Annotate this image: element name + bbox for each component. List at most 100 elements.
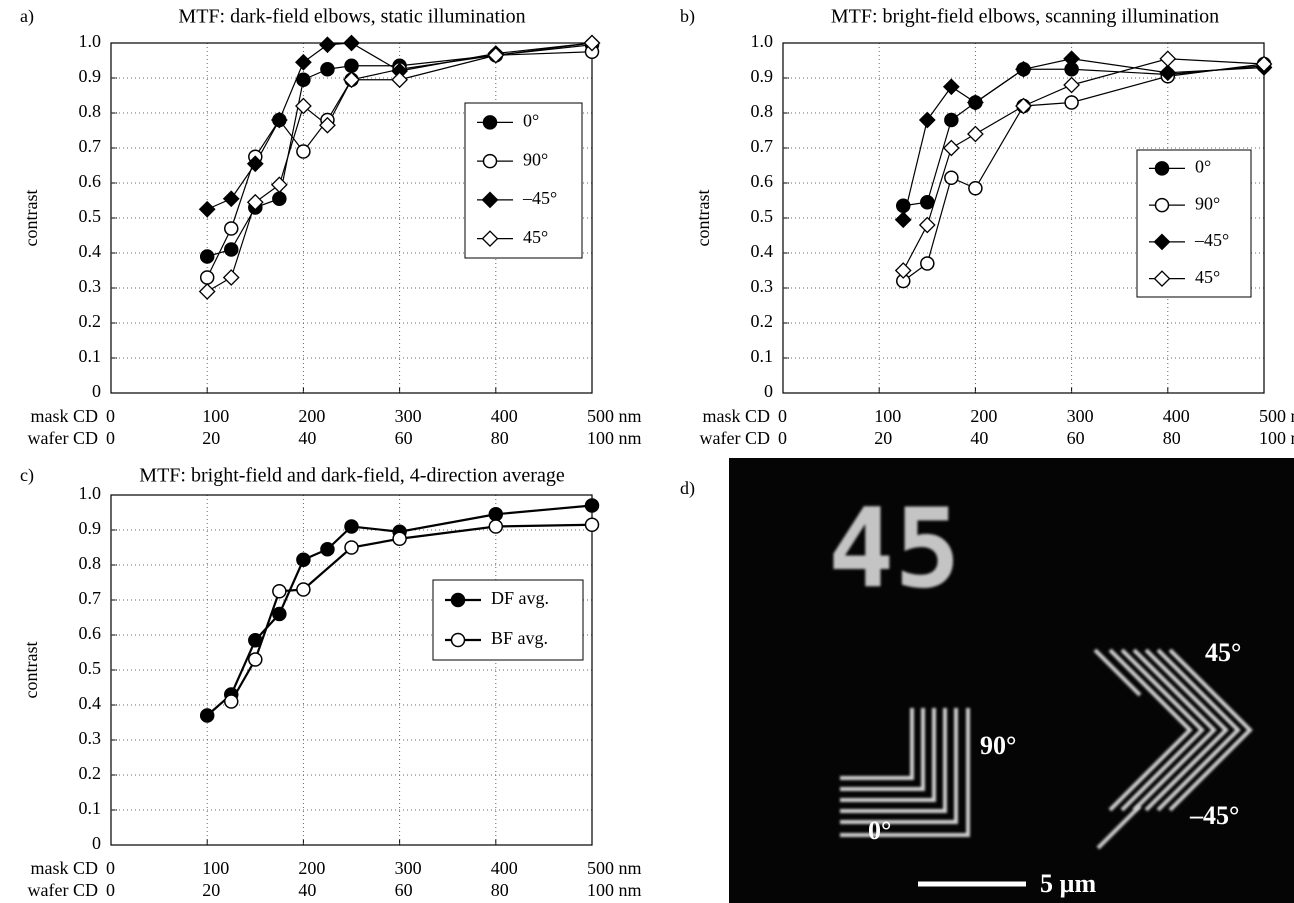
y-tick-label: 0.3 [79, 276, 102, 296]
marker [894, 211, 912, 229]
plot-frame [782, 42, 1265, 394]
x-tick-label: 500 nm [1259, 406, 1294, 426]
x-tick-label: 300 [395, 406, 422, 426]
panel-label: a) [20, 6, 34, 27]
marker [296, 582, 311, 597]
legend-marker [481, 191, 499, 209]
marker [246, 155, 264, 173]
series-line [207, 44, 593, 258]
marker [1015, 97, 1032, 115]
x-tick-label: 300 [395, 858, 422, 878]
x-tick-label: 0 [106, 858, 115, 878]
x2-tick-label: 100 nm [1259, 428, 1294, 448]
marker [967, 94, 984, 111]
marker [222, 269, 240, 286]
panel-d: d) 45 90° 0° 45° –45° 5 µm [680, 458, 1294, 903]
y-tick-label: 0.4 [79, 693, 102, 713]
marker [295, 53, 312, 71]
marker [487, 46, 505, 64]
marker [920, 256, 935, 271]
panel-label: d) [680, 478, 695, 499]
x2-tick-label: 40 [298, 880, 316, 900]
legend-marker [1153, 233, 1171, 251]
marker [896, 198, 911, 213]
marker [319, 36, 336, 54]
series-line [902, 58, 1265, 220]
marker [488, 519, 504, 534]
y-tick-label: 0.6 [79, 623, 102, 643]
y-tick-label: 0.1 [79, 798, 102, 818]
y-tick-label: 0.6 [79, 171, 102, 191]
y-tick-label: 0.2 [79, 763, 102, 783]
y-tick-label: 0.1 [79, 346, 102, 366]
x-tick-label: 400 [491, 406, 518, 426]
y-tick-label: 0.9 [79, 518, 102, 538]
legend-box [464, 102, 583, 259]
x2-tick-label: 100 nm [587, 880, 642, 900]
legend-label: 90° [523, 149, 548, 169]
y-tick-label: 1.0 [79, 483, 102, 503]
x2-tick-label: 0 [106, 880, 115, 900]
marker [920, 195, 935, 210]
y-tick-label: 0.9 [79, 66, 102, 86]
marker [222, 190, 240, 208]
x2-tick-label: 60 [395, 428, 413, 448]
x2-tick-label: 60 [1067, 428, 1085, 448]
y-tick-label: 0.6 [751, 171, 774, 191]
y-tick-label: 0.4 [751, 241, 774, 261]
marker [343, 34, 360, 52]
legend-label: –45° [1194, 230, 1229, 250]
x2-tick-label: 40 [298, 428, 316, 448]
marker [942, 139, 960, 157]
marker [199, 708, 215, 723]
x2-tick-label: 80 [491, 428, 509, 448]
marker [224, 694, 239, 709]
x2-tick-label: 0 [106, 428, 115, 448]
chart: a) MTF: dark-field elbows, static illumin… [20, 6, 642, 449]
legend-marker [450, 592, 466, 608]
chart: b) MTF: bright-field elbows, scanning ill… [680, 6, 1294, 449]
marker [942, 78, 960, 96]
x-tick-label: 400 [491, 858, 518, 878]
y-tick-label: 0 [92, 833, 101, 853]
x2-tick-label: 20 [202, 880, 220, 900]
x-tick-label: 300 [1067, 406, 1094, 426]
y-axis-label: contrast [21, 190, 41, 247]
marker [968, 181, 983, 196]
x-axis-label: mask CD [703, 406, 771, 426]
legend-marker [481, 230, 499, 248]
y-tick-label: 0.4 [79, 241, 102, 261]
chart-title: MTF: bright-field and dark-field, 4-dire… [139, 465, 565, 487]
marker [1063, 76, 1080, 94]
x-axis-label: mask CD [31, 858, 99, 878]
marker [296, 72, 311, 87]
marker [224, 242, 239, 257]
marker [391, 71, 408, 89]
marker [344, 58, 359, 73]
marker [488, 507, 504, 522]
marker [344, 540, 359, 555]
marker [272, 584, 287, 599]
y-tick-label: 0.3 [79, 728, 102, 748]
x-tick-label: 200 [298, 858, 325, 878]
y-tick-label: 0.8 [751, 101, 774, 121]
legend-label: 45° [523, 227, 548, 247]
plot-frame [110, 494, 593, 846]
marker [295, 97, 312, 115]
marker [584, 498, 600, 513]
y-tick-label: 1.0 [751, 31, 774, 51]
legend-marker [1153, 270, 1171, 288]
x2-tick-label: 0 [778, 428, 787, 448]
chart: c) MTF: bright-field and dark-field, 4-di… [20, 465, 642, 901]
series-line [902, 58, 1265, 271]
marker [1015, 60, 1032, 78]
marker [320, 542, 335, 557]
micrograph [729, 458, 1294, 903]
y-tick-label: 0.2 [79, 311, 102, 331]
marker [894, 262, 912, 279]
legend-label: –45° [522, 188, 557, 208]
x-tick-label: 100 [874, 406, 901, 426]
y-tick-label: 0.5 [79, 658, 102, 678]
marker [1159, 64, 1177, 82]
